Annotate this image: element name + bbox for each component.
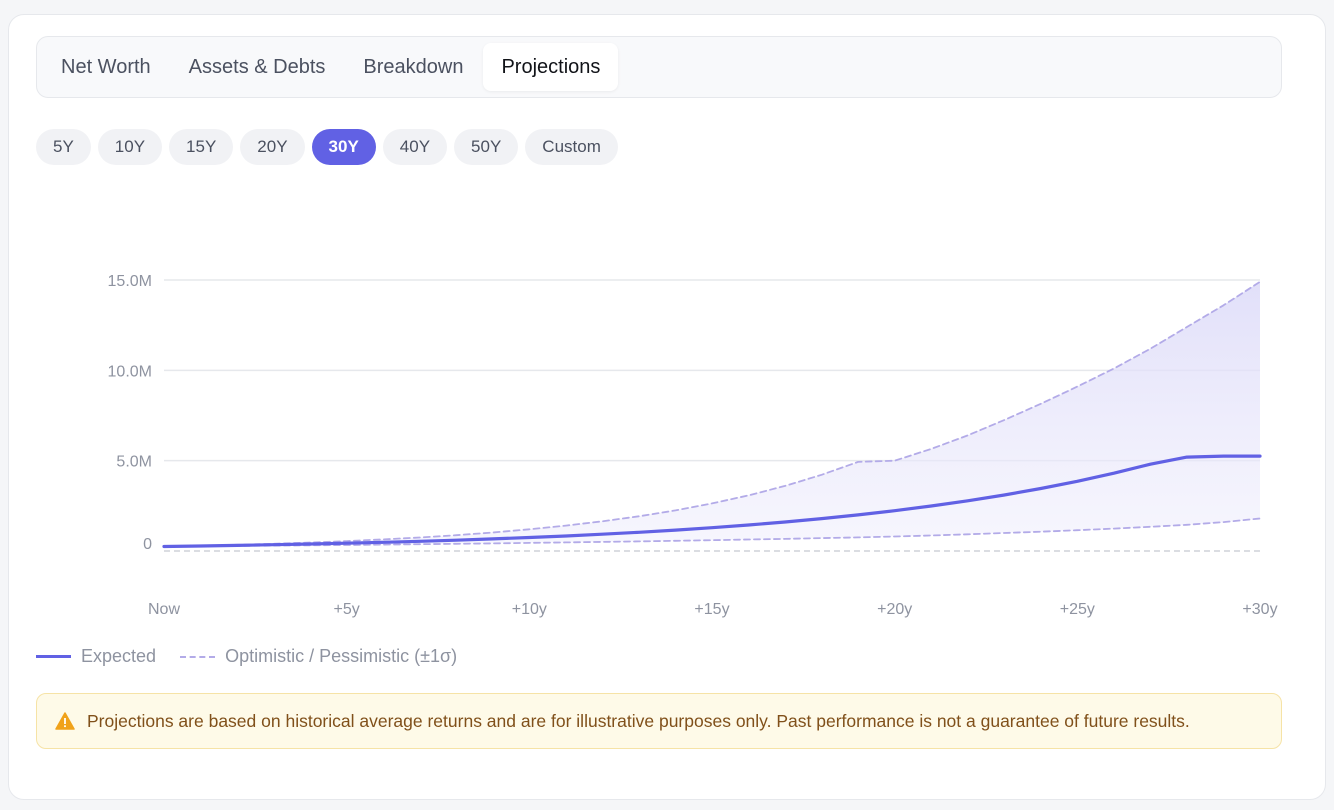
- y-tick-label: 15.0M: [108, 273, 152, 290]
- range-50y-button[interactable]: 50Y: [454, 129, 519, 165]
- range-15y-button[interactable]: 15Y: [169, 129, 234, 165]
- tab-breakdown[interactable]: Breakdown: [363, 55, 464, 78]
- x-tick-label: +10y: [512, 601, 547, 618]
- confidence-band-area: [164, 281, 1260, 547]
- legend-expected-label: Expected: [81, 646, 157, 666]
- legend-expected-swatch: [36, 655, 71, 658]
- disclaimer-banner: Projections are based on historical aver…: [36, 693, 1282, 749]
- legend-band-swatch: [180, 655, 216, 658]
- tab-projections[interactable]: Projections: [483, 43, 619, 91]
- y-tick-label: 5.0M: [116, 454, 152, 471]
- tab-assets-debts[interactable]: Assets & Debts: [188, 55, 326, 78]
- range-10y-button[interactable]: 10Y: [97, 129, 163, 165]
- legend-band: Optimistic / Pessimistic (±1σ): [180, 646, 457, 667]
- x-tick-label: +20y: [877, 601, 912, 618]
- x-tick-label: +15y: [694, 601, 729, 618]
- y-tick-label: 0: [143, 536, 152, 553]
- view-tabs: Net Worth Assets & Debts Breakdown Projecti…: [36, 36, 1282, 98]
- series-pessimistic-line: [163, 517, 1261, 548]
- warning-triangle-icon: [55, 712, 75, 730]
- x-tick-label: Now: [148, 601, 180, 618]
- range-40y-button[interactable]: 40Y: [382, 129, 448, 165]
- disclaimer-text: Projections are based on historical aver…: [87, 710, 1190, 731]
- legend-expected: Expected: [36, 646, 156, 667]
- legend-band-label: Optimistic / Pessimistic (±1σ): [225, 646, 458, 666]
- range-20y-button[interactable]: 20Y: [240, 129, 305, 165]
- chart-legend: Expected Optimistic / Pessimistic (±1σ): [36, 646, 457, 667]
- x-tick-label: +25y: [1060, 601, 1095, 618]
- y-tick-label: 10.0M: [108, 363, 152, 380]
- projection-chart: 0 5.0M 10.0M 15.0M Now +5y +10y +15y +20y +25y +30…: [108, 273, 1278, 618]
- series-expected-line: [162, 454, 1262, 549]
- x-tick-label: +5y: [334, 601, 360, 618]
- tab-net-worth[interactable]: Net Worth: [61, 55, 151, 78]
- range-30y-button[interactable]: 30Y: [311, 129, 376, 165]
- time-range-selector: 5Y 10Y 15Y 20Y 30Y 40Y 50Y Custom: [36, 129, 618, 165]
- x-tick-label: +30y: [1242, 601, 1277, 618]
- range-custom-button[interactable]: Custom: [525, 129, 618, 165]
- series-optimistic-line: [163, 280, 1261, 548]
- range-5y-button[interactable]: 5Y: [36, 129, 91, 165]
